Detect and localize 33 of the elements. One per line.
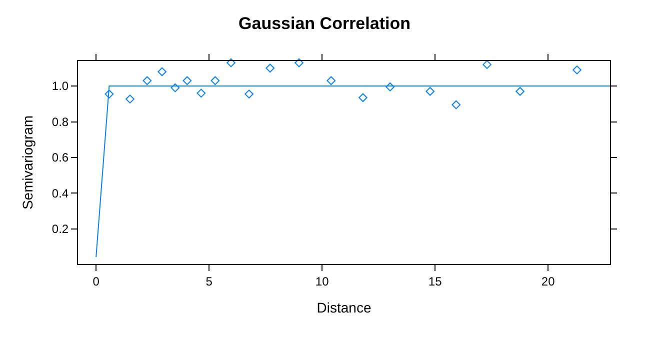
x-axis-title: Distance [316,300,372,316]
point [210,76,220,86]
y-tick-label: 0.4 [52,186,69,200]
y-axis-title: Semivariogram [20,115,36,210]
point [452,100,460,110]
y-tick-label: 0.2 [52,222,69,236]
chart-title: Gaussian Correlation [238,14,410,34]
point [126,94,134,104]
point [104,90,114,98]
point [244,90,254,98]
point [142,76,152,86]
x-tick-label: 0 [92,274,100,288]
point [426,86,435,96]
point [170,83,180,92]
point [386,82,394,92]
point [182,76,192,86]
x-tick-label: 10 [315,274,330,288]
point [572,66,582,74]
point [226,58,236,68]
x-tick-label: 15 [428,274,442,288]
x-tick-label: 20 [541,274,556,288]
point [158,67,166,76]
point [294,58,304,68]
x-tick-label: 5 [206,274,213,288]
point [196,88,206,98]
point [326,76,336,86]
y-tick-label: 0.8 [52,114,69,129]
y-tick-label: 0.6 [52,150,69,165]
point [516,86,524,96]
point [358,93,368,102]
point [266,64,274,73]
point [482,60,492,69]
y-tick-label: 1.0 [52,79,69,94]
